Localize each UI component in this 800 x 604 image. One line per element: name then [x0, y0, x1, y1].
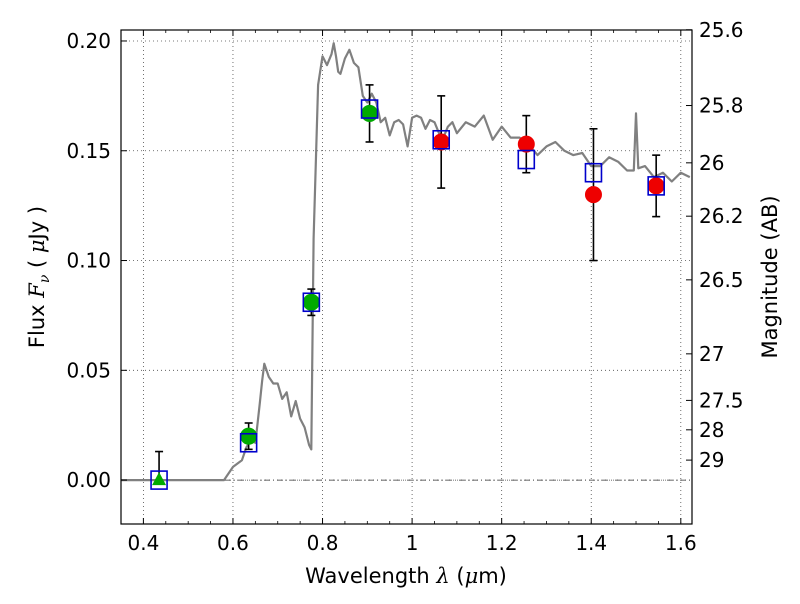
x-tick-label: 1.6 — [665, 531, 697, 555]
model-photometry-point — [360, 99, 379, 119]
right-tick-label: 25.8 — [699, 94, 744, 118]
y-tick-label: 0.15 — [66, 139, 111, 163]
observed-point — [647, 177, 665, 195]
observed-point — [517, 135, 535, 153]
x-tick-label: 1.4 — [575, 531, 607, 555]
right-tick-label: 26.2 — [699, 204, 744, 228]
observed-point — [361, 104, 379, 122]
right-tick-label: 26 — [699, 151, 724, 175]
right-tick-label: 25.6 — [699, 18, 744, 42]
right-tick-label: 27 — [699, 342, 724, 366]
observed-point — [240, 427, 258, 445]
observed-point — [302, 293, 320, 311]
model-photometry-point — [302, 292, 321, 313]
right-tick-label: 27.5 — [699, 388, 744, 412]
y-tick-label: 0.05 — [66, 358, 111, 382]
upper-limit-point — [152, 472, 167, 486]
right-tick-label: 29 — [699, 448, 724, 472]
model-spectrum-line — [121, 42, 691, 482]
right-axis-label: Magnitude (AB) — [758, 195, 782, 358]
model-photometry-point — [647, 176, 665, 196]
model-photometry-point — [517, 149, 536, 170]
y-axis-label: Flux Fν ( μJy ) — [25, 206, 53, 348]
grid-lines — [121, 30, 692, 524]
observed-point — [432, 133, 450, 151]
model-photometry-point — [584, 162, 603, 183]
marker-layer — [150, 84, 665, 490]
x-tick-label: 0.4 — [127, 531, 159, 555]
x-tick-label: 1.2 — [486, 531, 518, 555]
x-tick-label: 0.6 — [217, 531, 249, 555]
y-tick-label: 0.00 — [66, 468, 111, 492]
x-axis-label: Wavelength λ (μm) — [305, 564, 507, 588]
x-tick-label: 1 — [406, 531, 419, 555]
right-tick-label: 26.5 — [699, 268, 744, 292]
model-photometry-point — [239, 432, 258, 453]
spectrum-layer — [121, 42, 691, 482]
tick-layer: 0.4 0.6 0.8 1 1.2 1.4 1.6 0.00 0.05 0.10 0.15 0.20 2… — [66, 18, 743, 555]
model-photometry-point — [150, 470, 168, 490]
right-tick-label: 28 — [699, 418, 724, 442]
y-tick-label: 0.10 — [66, 249, 111, 273]
plot-frame — [120, 29, 693, 525]
y-tick-label: 0.20 — [66, 29, 111, 53]
x-tick-label: 0.8 — [307, 531, 339, 555]
model-photometry-point — [432, 129, 451, 150]
observed-point — [584, 186, 602, 204]
